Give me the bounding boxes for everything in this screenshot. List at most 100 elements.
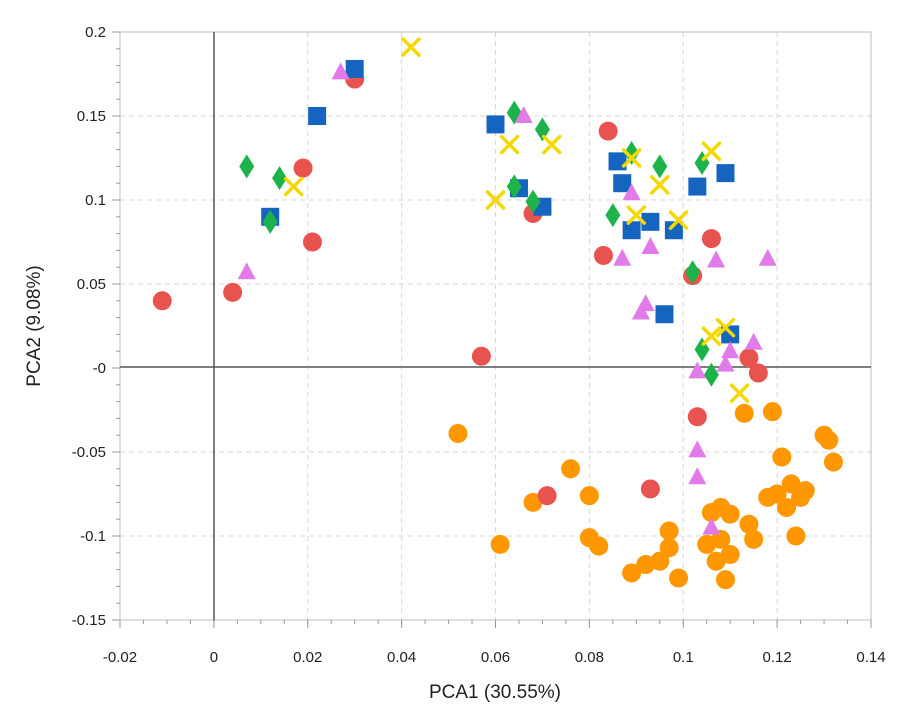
series-0-circle [448,402,843,590]
data-point [308,107,327,125]
data-point [485,190,506,210]
tick-labels: -0.02 0 0.02 0.04 0.06 0.08 0.1 0.12 0.14 -0.15 -0… [72,24,886,666]
data-point [688,440,707,458]
data-point [688,361,707,379]
x-tick-label: 0.14 [856,649,885,666]
data-point [605,203,621,228]
x-tick-label: 0.06 [481,649,510,666]
data-point [703,362,719,387]
data-point [823,452,843,472]
data-point [537,486,557,506]
data-point [734,403,754,423]
x-tick-label: -0.02 [103,649,137,666]
data-point [624,140,640,165]
x-tick-label: 0.04 [387,649,416,666]
data-point [721,341,740,359]
x-tick-label: 0.02 [293,649,322,666]
data-point [720,544,740,564]
data-point [613,248,632,266]
data-point [401,37,421,57]
data-point [701,141,722,162]
data-point [593,245,613,265]
data-point [758,248,777,266]
data-point [613,174,632,193]
data-point [744,529,764,549]
series-5-x [283,37,750,403]
data-point [795,481,815,501]
data-point [739,514,759,534]
data-point [772,447,792,467]
data-point [655,305,674,324]
y-tick-label: 0.15 [77,108,106,125]
data-point [650,175,670,195]
data-point [534,117,550,142]
data-point [702,517,721,535]
data-point [786,526,806,546]
data-point [707,250,726,268]
series-2-square [261,59,740,344]
data-point [448,424,468,444]
data-point [237,262,256,280]
axis-ticks [112,31,872,628]
data-point [652,154,668,179]
data-point [641,212,660,231]
x-tick-label: 0.08 [575,649,604,666]
y-axis-title: PCA2 (9.08%) [24,265,45,386]
data-point [720,504,740,524]
data-point [490,534,510,554]
y-tick-label: 0.05 [77,276,106,293]
data-point [471,346,491,366]
data-point [561,459,581,479]
data-point [744,332,763,350]
data-point [636,294,655,312]
x-tick-label: 0 [210,649,218,666]
data-point [640,479,660,499]
x-axis-title: PCA1 (30.55%) [429,682,561,703]
data-point [589,536,609,556]
series-4-triangle [237,62,777,535]
data-point [650,551,670,571]
data-point [688,467,707,485]
data-point [272,166,288,191]
data-point [499,134,520,155]
data-point [486,115,505,134]
data-point [767,484,787,504]
data-point [701,229,721,249]
data-point [688,177,707,196]
data-point [579,486,599,506]
data-point [542,134,562,155]
y-tick-label: 0.2 [85,24,106,41]
data-point [664,221,683,240]
data-point [598,121,618,141]
data-point [739,348,759,368]
data-point [223,282,243,302]
y-tick-label: -0.05 [72,444,106,461]
y-tick-label: 0.1 [85,192,106,209]
data-point [716,164,735,183]
data-point [622,221,641,240]
data-point [715,317,736,338]
data-point [659,538,679,558]
data-point [777,497,797,517]
data-point [525,189,541,214]
data-point [685,260,701,285]
x-tick-label: 0.12 [763,649,792,666]
data-point [506,174,522,199]
data-point [716,354,735,372]
data-point [729,383,750,403]
data-point [293,158,313,178]
data-point [302,232,322,252]
data-point [668,210,689,230]
y-tick-label: -0.1 [80,528,106,545]
data-point [345,59,364,78]
data-point [659,521,679,541]
data-point [748,363,768,383]
data-point [621,148,642,168]
data-point [152,291,172,311]
data-point [715,570,735,590]
data-point [283,176,304,197]
data-point [331,62,350,80]
data-point [819,430,839,450]
data-point [262,209,278,234]
